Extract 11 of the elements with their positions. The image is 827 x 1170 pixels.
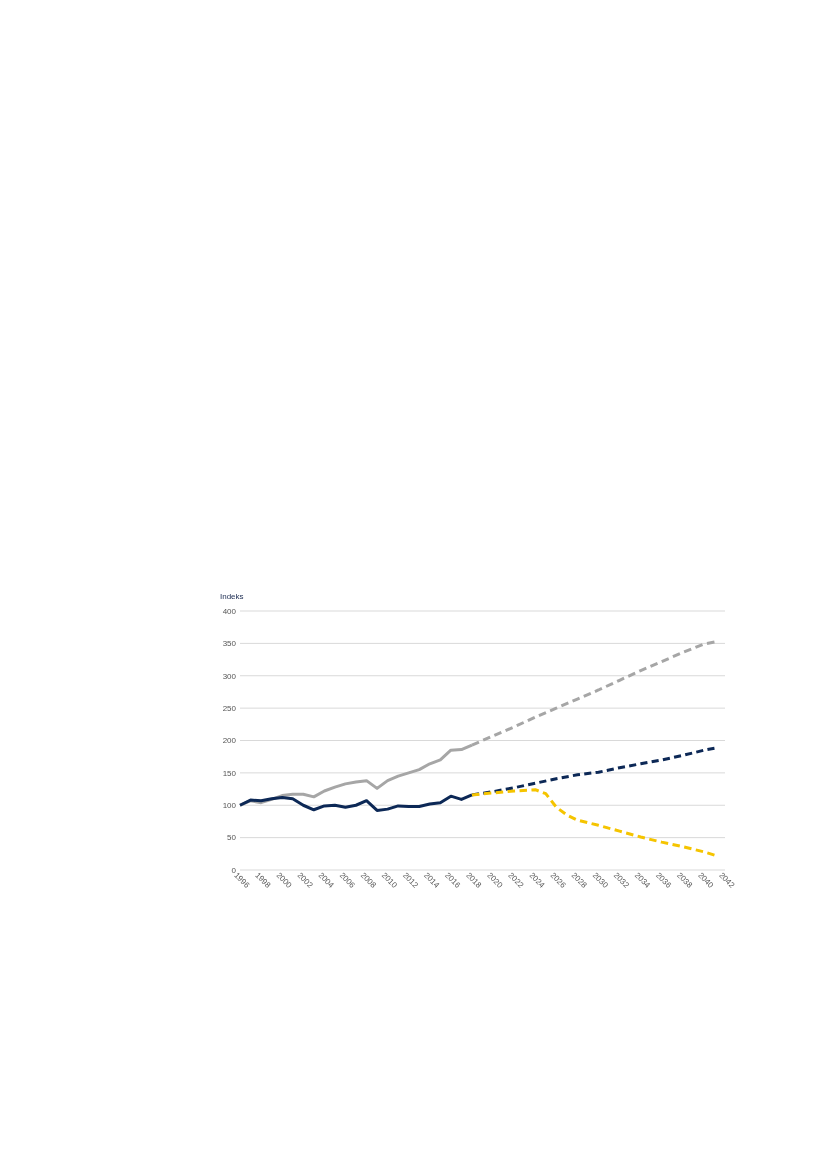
y-tick-label: 350 [222, 639, 237, 649]
line-series [470, 788, 716, 857]
y-tick-label: 400 [222, 606, 237, 616]
y-tick-label: 150 [222, 768, 237, 778]
y-tick-label: 100 [222, 801, 237, 811]
y-tick-label: 250 [222, 703, 237, 713]
y-tick-label: 50 [227, 833, 237, 843]
y-tick-label: 0 [231, 865, 237, 875]
y-axis-title: Indeks [220, 592, 244, 601]
y-tick-label: 300 [222, 671, 237, 681]
y-tick-label: 200 [222, 736, 237, 746]
